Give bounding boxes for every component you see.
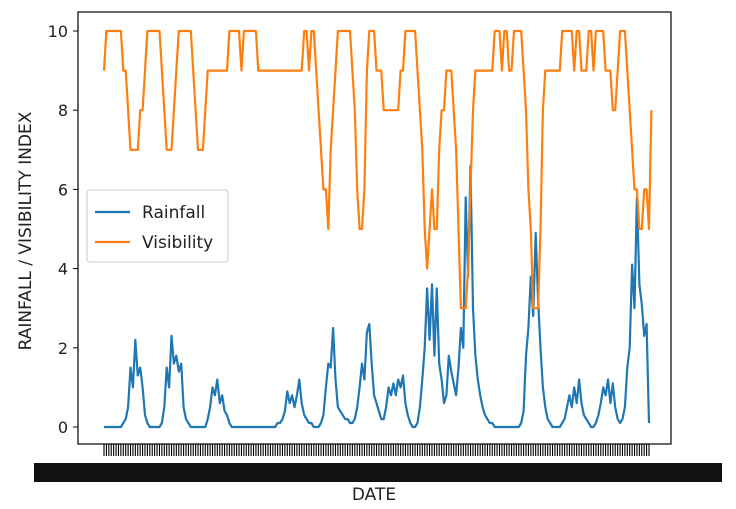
x-tick-labels-overlap — [34, 463, 722, 482]
y-axis-label: RAINFALL / VISIBILITY INDEX — [16, 111, 36, 350]
legend: Rainfall Visibility — [86, 189, 229, 263]
y-tick-label-5: 10 — [48, 22, 68, 41]
legend-box — [86, 189, 229, 263]
y-tick-label-1: 2 — [58, 339, 68, 358]
series-line-rainfall — [104, 164, 651, 429]
x-axis-label: DATE — [352, 485, 396, 505]
y-tick-label-3: 6 — [58, 180, 68, 199]
series-layer — [102, 29, 653, 429]
y-axis: 0 2 4 6 8 10 — [48, 22, 78, 437]
series-line-visibility — [102, 29, 653, 310]
x-axis — [34, 444, 722, 482]
y-tick-label-4: 8 — [58, 101, 68, 120]
y-tick-label-2: 4 — [58, 260, 68, 279]
legend-label-visibility: Visibility — [142, 233, 213, 253]
y-tick-label-0: 0 — [58, 418, 68, 437]
legend-label-rainfall: Rainfall — [142, 203, 205, 223]
